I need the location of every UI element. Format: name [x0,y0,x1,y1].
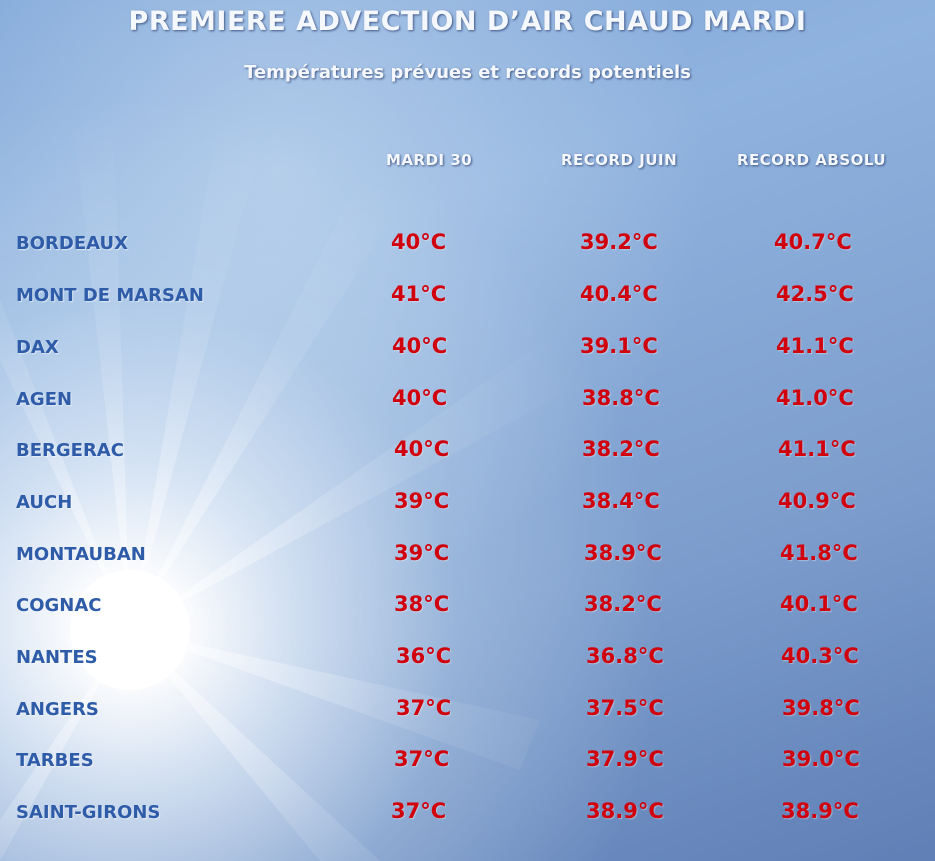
record-absolute-value: 41.1°C [776,334,854,358]
forecast-value: 36°C [396,644,452,668]
city-name: TARBES [16,750,94,771]
table-row: NANTES 36°C 36.8°C 40.3°C [0,644,935,684]
city-name: SAINT-GIRONS [16,802,161,823]
record-june-value: 38.8°C [582,386,660,410]
page-subtitle: Températures prévues et records potentie… [244,62,691,83]
record-june-value: 38.9°C [586,799,664,823]
city-name: MONTAUBAN [16,544,146,565]
table-row: DAX 40°C 39.1°C 41.1°C [0,334,935,374]
table-row: SAINT-GIRONS 37°C 38.9°C 38.9°C [0,799,935,839]
record-june-value: 38.4°C [582,489,660,513]
record-june-value: 39.1°C [580,334,658,358]
forecast-value: 41°C [391,282,447,306]
city-name: DAX [16,337,59,358]
record-absolute-value: 40.1°C [780,592,858,616]
forecast-value: 40°C [392,386,448,410]
record-absolute-value: 41.0°C [776,386,854,410]
city-name: BORDEAUX [16,233,128,254]
table-row: BERGERAC 40°C 38.2°C 41.1°C [0,437,935,477]
forecast-value: 39°C [394,489,450,513]
city-name: NANTES [16,647,98,668]
record-june-value: 38.2°C [582,437,660,461]
record-june-value: 38.2°C [584,592,662,616]
table-row: ANGERS 37°C 37.5°C 39.8°C [0,696,935,736]
column-header-record-juin: RECORD JUIN [561,151,678,169]
table-row: AUCH 39°C 38.4°C 40.9°C [0,489,935,529]
table-row: COGNAC 38°C 38.2°C 40.1°C [0,592,935,632]
record-absolute-value: 40.3°C [781,644,859,668]
record-absolute-value: 40.7°C [774,230,852,254]
record-june-value: 38.9°C [584,541,662,565]
forecast-value: 37°C [396,696,452,720]
table-row: MONTAUBAN 39°C 38.9°C 41.8°C [0,541,935,581]
column-header-record-absolu: RECORD ABSOLU [737,151,887,169]
forecast-value: 40°C [391,230,447,254]
table-row: AGEN 40°C 38.8°C 41.0°C [0,386,935,426]
table-row: TARBES 37°C 37.9°C 39.0°C [0,747,935,787]
record-absolute-value: 39.8°C [782,696,860,720]
page-title: PREMIERE ADVECTION D’AIR CHAUD MARDI [128,6,807,37]
record-june-value: 40.4°C [580,282,658,306]
city-name: BERGERAC [16,440,124,461]
record-absolute-value: 41.1°C [778,437,856,461]
column-header-mardi: MARDI 30 [386,151,473,169]
forecast-value: 40°C [392,334,448,358]
record-absolute-value: 39.0°C [782,747,860,771]
record-absolute-value: 38.9°C [781,799,859,823]
record-absolute-value: 40.9°C [778,489,856,513]
city-name: AUCH [16,492,73,513]
city-name: MONT DE MARSAN [16,285,204,306]
record-absolute-value: 41.8°C [780,541,858,565]
record-june-value: 37.5°C [586,696,664,720]
table-row: MONT DE MARSAN 41°C 40.4°C 42.5°C [0,282,935,322]
forecast-value: 40°C [394,437,450,461]
forecast-value: 38°C [394,592,450,616]
city-name: COGNAC [16,595,102,616]
forecast-value: 37°C [391,799,447,823]
city-name: ANGERS [16,699,99,720]
record-june-value: 37.9°C [586,747,664,771]
table-row: BORDEAUX 40°C 39.2°C 40.7°C [0,230,935,270]
forecast-value: 39°C [394,541,450,565]
forecast-value: 37°C [394,747,450,771]
record-absolute-value: 42.5°C [776,282,854,306]
city-name: AGEN [16,389,73,410]
record-june-value: 36.8°C [586,644,664,668]
record-june-value: 39.2°C [580,230,658,254]
